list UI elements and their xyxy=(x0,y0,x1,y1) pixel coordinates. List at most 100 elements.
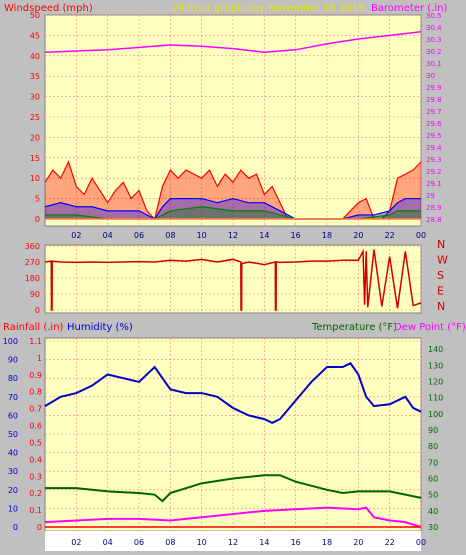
x-tick-label-bottom-1: 04 xyxy=(103,538,113,547)
baro-tick-label-0: 28.8 xyxy=(426,216,442,224)
humidity-tick-label-8: 80 xyxy=(8,374,18,383)
x-tick-label-top-2: 06 xyxy=(134,231,144,240)
series-line-dew-point xyxy=(44,506,422,528)
series-line-wind-gust xyxy=(44,160,422,221)
compass-label-0: N xyxy=(437,238,445,251)
x-tick-label-top-5: 12 xyxy=(228,231,238,240)
baro-tick-label-13: 30.1 xyxy=(426,60,442,68)
wind-tick-label-10: 50 xyxy=(30,11,40,20)
x-tick-label-top-8: 18 xyxy=(322,231,332,240)
humidity-tick-label-3: 30 xyxy=(8,467,18,476)
humidity-tick-label-9: 90 xyxy=(8,356,18,365)
rain-tick-label-1: 0.1 xyxy=(29,506,42,515)
baro-tick-label-5: 29.3 xyxy=(426,156,442,164)
dir-tick-label-4: 360 xyxy=(25,242,40,251)
dir-tick-label-2: 180 xyxy=(25,274,40,283)
x-tick-label-bottom-0: 02 xyxy=(71,538,81,547)
temp-tick-label-8: 110 xyxy=(428,394,443,403)
wind-tick-label-3: 15 xyxy=(30,154,40,163)
baro-tick-label-2: 29 xyxy=(426,192,435,200)
temp-tick-label-9: 120 xyxy=(428,377,443,386)
x-tick-label-bottom-2: 06 xyxy=(134,538,144,547)
temp-tick-label-5: 80 xyxy=(428,442,438,451)
baro-tick-label-7: 29.5 xyxy=(426,132,442,140)
rain-tick-label-3: 0.3 xyxy=(29,472,42,481)
temperature-axis-title: Temperature (°F) xyxy=(311,322,397,333)
humidity-tick-label-2: 20 xyxy=(8,486,18,495)
compass-label-4: N xyxy=(437,300,445,313)
dir-tick-label-3: 270 xyxy=(25,258,40,267)
temp-tick-label-6: 90 xyxy=(428,426,438,435)
rain-tick-label-11: 1.1 xyxy=(29,337,42,346)
series-area-wind-gust xyxy=(45,161,421,219)
baro-tick-label-8: 29.6 xyxy=(426,120,442,128)
temp-tick-label-3: 60 xyxy=(428,474,438,483)
series-area-wind-low xyxy=(45,206,421,219)
baro-tick-label-16: 30.4 xyxy=(426,24,442,32)
wind-tick-label-9: 45 xyxy=(30,31,40,40)
x-tick-label-top-1: 04 xyxy=(103,231,113,240)
baro-tick-label-14: 30.2 xyxy=(426,48,442,56)
x-tick-label-bottom-5: 12 xyxy=(228,538,238,547)
rain-tick-label-0: 0 xyxy=(37,523,42,532)
x-tick-label-bottom-7: 16 xyxy=(291,538,301,547)
x-tick-label-bottom-6: 14 xyxy=(259,538,269,547)
dewpoint-axis-title: Dew Point (°F) xyxy=(394,322,466,333)
wind-tick-label-0: 0 xyxy=(35,215,40,224)
series-line-humidity xyxy=(44,362,422,424)
x-tick-label-bottom-10: 22 xyxy=(385,538,395,547)
bottom-strip xyxy=(45,531,421,551)
temp-tick-label-0: 30 xyxy=(428,523,438,532)
series-line-barometer xyxy=(44,31,422,53)
baro-tick-label-1: 28.9 xyxy=(426,204,442,212)
x-tick-label-bottom-9: 20 xyxy=(353,538,363,547)
temp-tick-label-7: 100 xyxy=(428,410,443,419)
baro-tick-label-4: 29.2 xyxy=(426,168,442,176)
x-tick-label-top-9: 20 xyxy=(353,231,363,240)
rain-tick-label-7: 0.7 xyxy=(29,405,42,414)
humidity-tick-label-7: 70 xyxy=(8,393,18,402)
baro-tick-label-10: 29.8 xyxy=(426,96,442,104)
dir-tick-label-1: 90 xyxy=(30,290,40,299)
x-tick-label-bottom-8: 18 xyxy=(322,538,332,547)
wind-axis-title: Windspeed (mph) xyxy=(4,3,93,14)
chart-title: 24 hour graph day November 15 2015 xyxy=(172,3,365,14)
x-tick-label-top-3: 08 xyxy=(165,231,175,240)
temp-tick-label-11: 140 xyxy=(428,345,443,354)
rain-tick-label-5: 0.5 xyxy=(29,438,42,447)
dir-tick-label-0: 0 xyxy=(35,306,40,315)
wind-tick-label-2: 10 xyxy=(30,174,40,183)
x-tick-label-top-10: 22 xyxy=(385,231,395,240)
temp-tick-label-1: 40 xyxy=(428,507,438,516)
x-tick-label-bottom-3: 08 xyxy=(165,538,175,547)
wind-tick-label-6: 30 xyxy=(30,93,40,102)
rain-axis-title: Rainfall (.in) xyxy=(3,322,64,333)
series-line-wind-direction xyxy=(44,248,422,311)
x-tick-label-top-7: 16 xyxy=(291,231,301,240)
rain-tick-label-8: 0.8 xyxy=(29,388,42,397)
humidity-tick-label-6: 60 xyxy=(8,411,18,420)
temp-tick-label-2: 50 xyxy=(428,491,438,500)
series-line-temperature xyxy=(45,474,422,503)
rain-tick-label-6: 0.6 xyxy=(29,422,42,431)
x-tick-label-top-11: 00 xyxy=(416,231,426,240)
temp-tick-label-4: 70 xyxy=(428,458,438,467)
rain-tick-label-10: 1 xyxy=(37,354,42,363)
rain-tick-label-4: 0.4 xyxy=(29,455,42,464)
x-tick-label-top-0: 02 xyxy=(71,231,81,240)
x-tick-label-bottom-11: 00 xyxy=(416,538,426,547)
humidity-tick-label-1: 10 xyxy=(8,504,18,513)
baro-tick-label-3: 29.1 xyxy=(426,180,442,188)
baro-tick-label-17: 30.5 xyxy=(426,12,442,20)
baro-tick-label-11: 29.9 xyxy=(426,84,442,92)
tick-label-layer: 0202040406060808101012121414161618182020… xyxy=(3,11,448,547)
compass-label-2: S xyxy=(437,269,444,282)
humidity-tick-label-10: 100 xyxy=(3,337,18,346)
humidity-tick-label-0: 0 xyxy=(13,523,18,532)
humidity-tick-label-5: 50 xyxy=(8,430,18,439)
temp-tick-label-10: 130 xyxy=(428,361,443,370)
wind-tick-label-1: 5 xyxy=(35,195,40,204)
grid-layer xyxy=(45,14,422,531)
